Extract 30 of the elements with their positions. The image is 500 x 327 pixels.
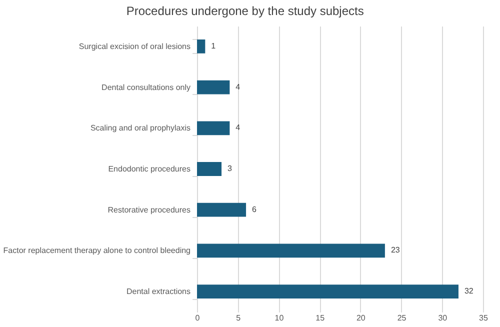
x-tick-label: 10 [274,314,284,322]
bar [197,244,385,258]
bar [197,80,230,94]
x-tick-label: 25 [397,314,407,322]
data-label: 1 [211,41,216,50]
data-label: 32 [464,286,474,296]
y-tick-label: Dental consultations only [102,82,190,92]
x-tick-label: 35 [479,314,488,322]
x-tick-label: 20 [356,314,366,322]
data-label: 6 [252,204,258,214]
y-tick-label: Scaling and oral prophylaxis [90,124,190,133]
bar [197,202,246,217]
x-tick-label: 30 [438,314,448,322]
y-tick-label: Endodontic procedures [108,164,190,174]
y-tick-label: Factor replacement therapy alone to control bleeding [3,246,190,256]
data-label: 3 [228,164,233,173]
x-tick-label: 0 [195,314,200,322]
y-tick-label: Surgical excision of oral lesions [78,42,190,51]
bar [197,39,206,54]
data-label: 23 [390,246,400,255]
bar [197,162,222,176]
data-label: 4 [236,82,241,92]
x-tick-label: 5 [236,314,242,322]
x-tick-label: 15 [316,314,326,322]
bar [197,121,230,136]
y-tick-label: Restorative procedures [108,205,190,214]
data-label: 4 [236,123,241,132]
y-tick-label: Dental extractions [126,287,190,296]
chart-title: Procedures undergone by the study subjects [126,4,364,18]
bar [197,284,458,299]
